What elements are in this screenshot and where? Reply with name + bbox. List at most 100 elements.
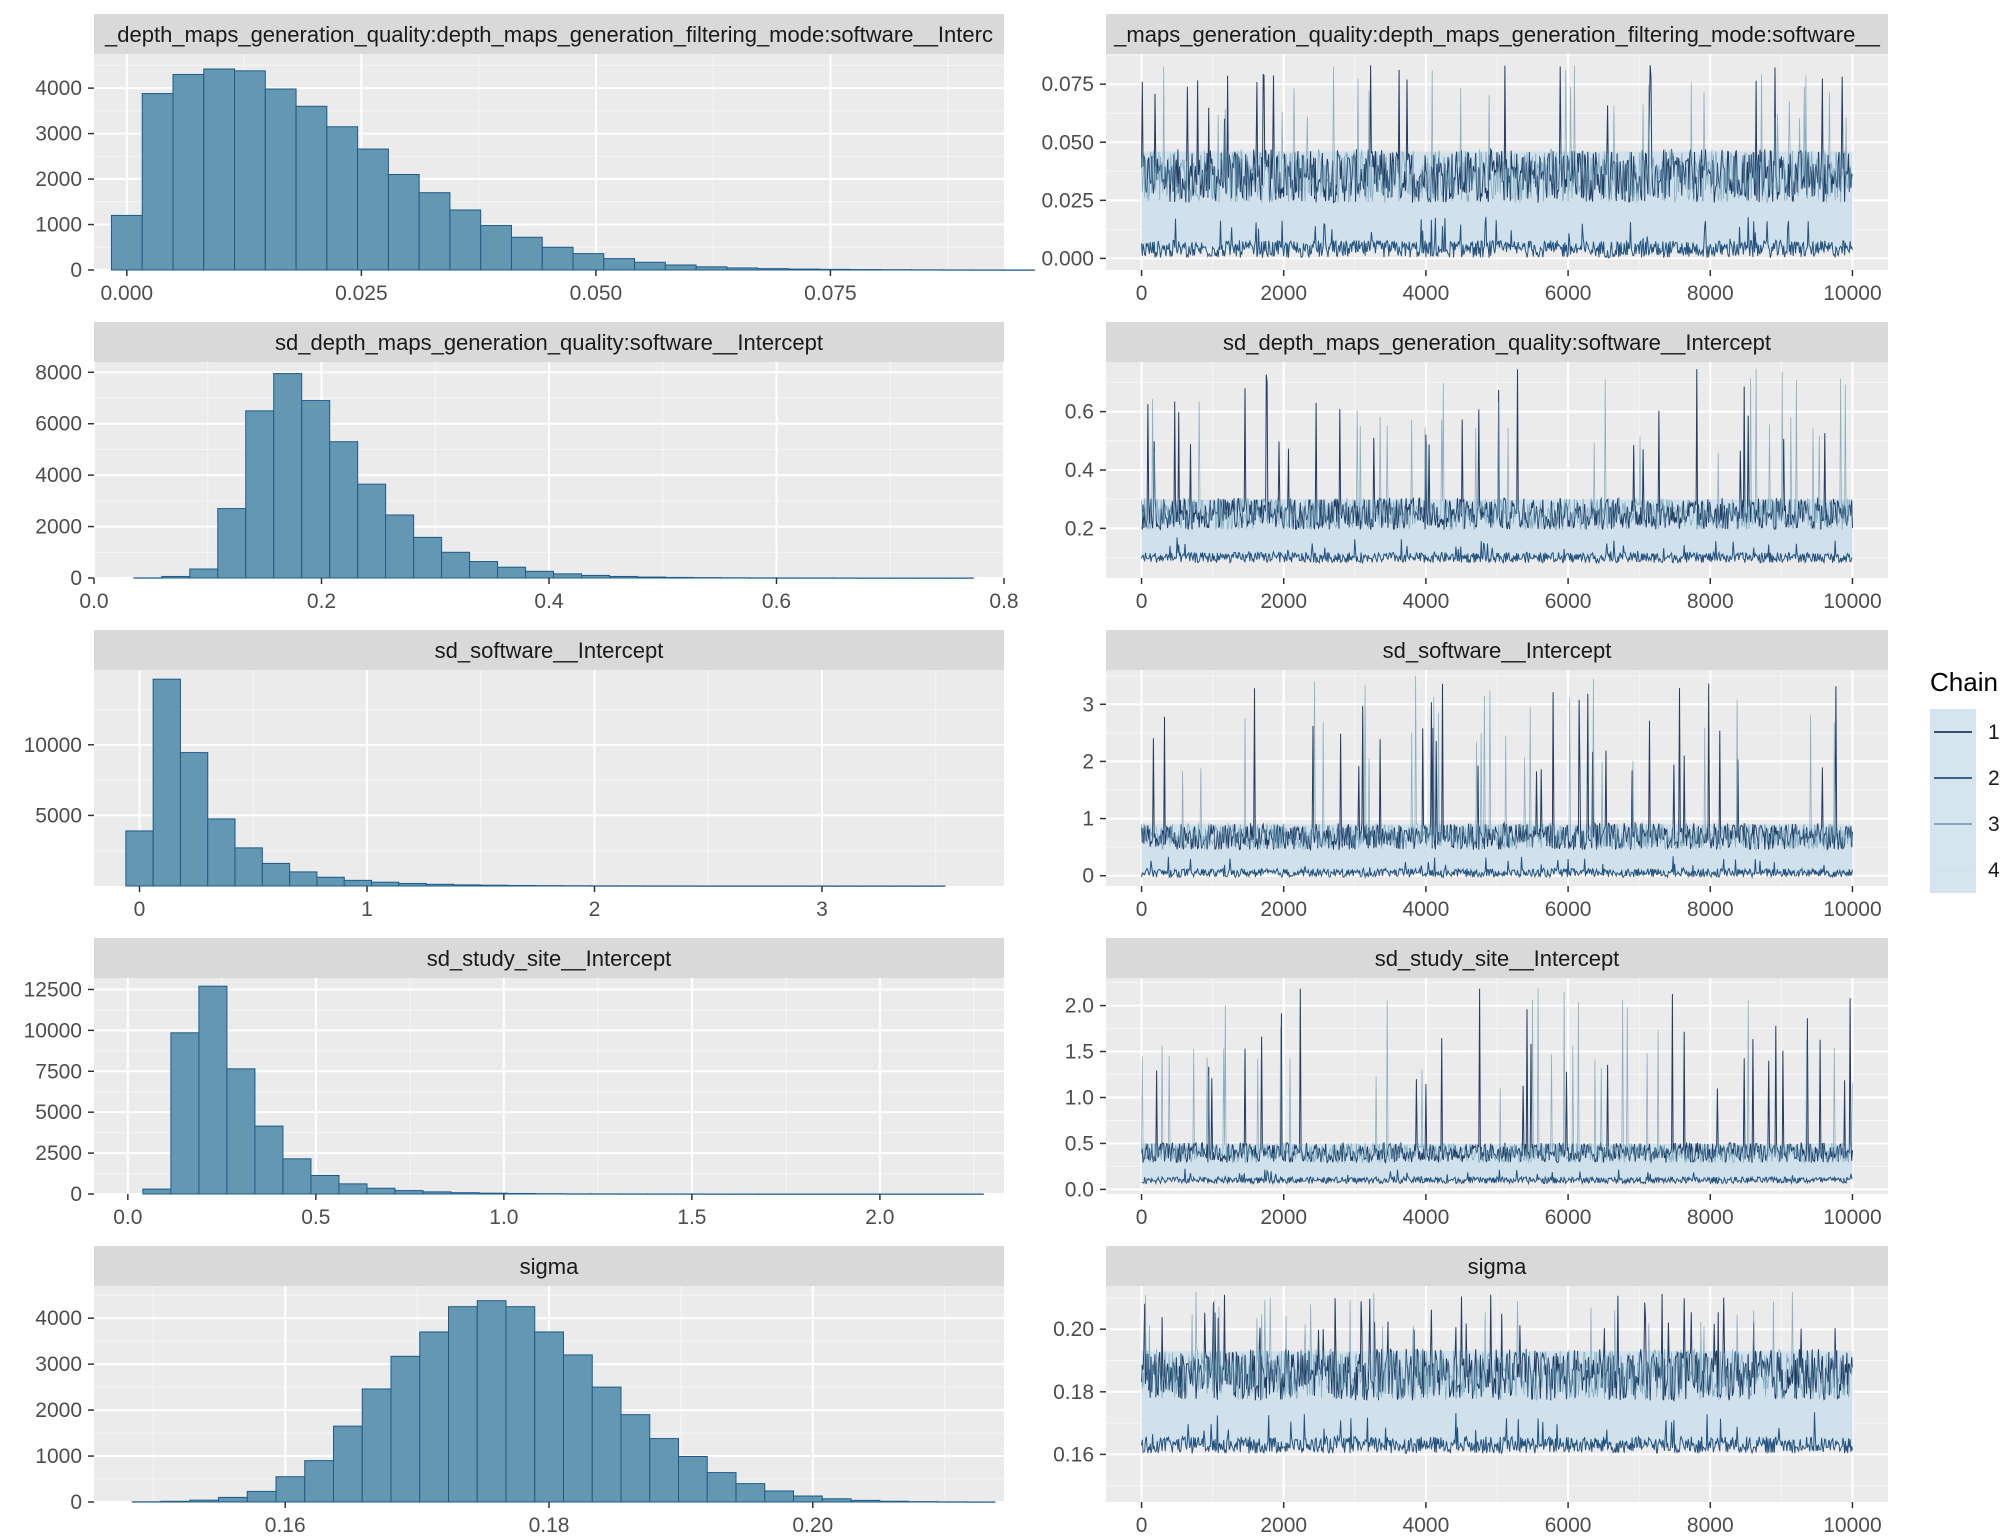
histogram-bar bbox=[172, 73, 205, 271]
y-tick-label: 0.16 bbox=[1053, 1443, 1094, 1466]
histogram-bar bbox=[275, 1476, 306, 1503]
trace-line-chain-3 bbox=[1141, 1291, 1853, 1401]
histogram-bar bbox=[338, 1183, 368, 1195]
histogram-bar bbox=[452, 884, 482, 887]
x-tick-label: 2 bbox=[589, 898, 601, 921]
y-tick-label: 10000 bbox=[24, 734, 82, 757]
legend-label: 3 bbox=[1988, 813, 2000, 836]
histogram-bar bbox=[425, 883, 454, 887]
histogram-bar bbox=[273, 373, 303, 579]
y-tick-label: 0.5 bbox=[1065, 1132, 1094, 1155]
trace-line-chain-3 bbox=[1141, 368, 1853, 531]
histogram-bar bbox=[203, 68, 236, 271]
histogram-bar bbox=[609, 575, 638, 579]
panel-title: sd_software__Intercept bbox=[1383, 638, 1612, 663]
trace-line-chain-2 bbox=[1141, 216, 1853, 259]
histogram-bar bbox=[357, 483, 387, 579]
x-tick-label: 0.20 bbox=[792, 1514, 833, 1536]
histogram-bar bbox=[480, 884, 509, 887]
panel-10: sigma 0 2000 4000 6000 8000 10000 0.16 0.18 0.20 bbox=[1053, 1246, 1888, 1536]
histogram-bar bbox=[726, 267, 759, 271]
x-tick-label: 3 bbox=[816, 898, 828, 921]
legend-label: 4 bbox=[1988, 859, 2000, 882]
histogram-bar bbox=[329, 441, 359, 579]
trace-band bbox=[1141, 499, 1853, 558]
panel-strip bbox=[94, 938, 1004, 978]
histogram-bar bbox=[387, 174, 420, 271]
x-tick-label: 0.4 bbox=[534, 590, 564, 613]
histogram-bar bbox=[189, 1499, 219, 1503]
x-tick-label: 6000 bbox=[1545, 282, 1592, 305]
x-tick-label: 0 bbox=[1136, 1514, 1148, 1536]
panel-9: sigma 0.16 0.18 0.20 0 1000 2000 3000 4000 bbox=[35, 1246, 1004, 1536]
trace-line-chain-2 bbox=[1141, 1412, 1853, 1455]
panel-strip bbox=[1106, 630, 1888, 670]
legend-label: 1 bbox=[1988, 721, 2000, 744]
x-tick-label: 6000 bbox=[1545, 1206, 1592, 1229]
y-tick-label: 6000 bbox=[35, 413, 82, 436]
histogram-bar bbox=[591, 1386, 622, 1503]
y-tick-label: 4000 bbox=[35, 1307, 82, 1330]
histogram-bar bbox=[620, 1414, 651, 1503]
x-tick-label: 0.2 bbox=[307, 590, 336, 613]
histogram-bar bbox=[357, 148, 389, 271]
panel-title: sd_software__Intercept bbox=[435, 638, 664, 663]
histogram-bar bbox=[664, 576, 694, 579]
histogram-bar bbox=[478, 1192, 508, 1195]
histogram-bar bbox=[261, 862, 291, 887]
x-tick-label: 0.8 bbox=[989, 590, 1018, 613]
legend-keys: 1 2 3 4 bbox=[1930, 709, 2000, 893]
x-tick-label: 10000 bbox=[1823, 1206, 1881, 1229]
panel-1: _depth_maps_generation_quality:depth_map… bbox=[35, 14, 1036, 305]
y-tick-label: 7500 bbox=[35, 1060, 82, 1083]
x-tick-label: 2000 bbox=[1260, 898, 1307, 921]
histogram-bar bbox=[326, 126, 359, 271]
panel-4: sd_depth_maps_generation_quality:softwar… bbox=[1065, 322, 1888, 613]
histogram-bar bbox=[254, 1125, 284, 1195]
histogram-bar bbox=[553, 573, 583, 579]
histogram-bar bbox=[695, 266, 728, 271]
x-tick-label: 0 bbox=[1136, 1206, 1148, 1229]
trace-line-chain-2 bbox=[1141, 537, 1853, 565]
histogram-bar bbox=[706, 1472, 737, 1503]
x-tick-label: 8000 bbox=[1687, 1206, 1734, 1229]
histogram-bar bbox=[787, 268, 820, 271]
histogram-bar bbox=[161, 575, 191, 579]
histogram-bar bbox=[480, 224, 512, 271]
y-tick-label: 0.000 bbox=[1041, 247, 1094, 270]
histogram-bar bbox=[179, 752, 209, 887]
y-tick-label: 0 bbox=[1082, 865, 1094, 888]
histogram-bar bbox=[418, 192, 451, 271]
x-tick-label: 1 bbox=[361, 898, 373, 921]
x-tick-label: 6000 bbox=[1545, 898, 1592, 921]
histogram-bar bbox=[422, 1191, 452, 1195]
histogram-bar bbox=[316, 876, 345, 887]
panels-group: _depth_maps_generation_quality:depth_map… bbox=[24, 14, 1888, 1536]
panel-title: sd_study_site__Intercept bbox=[427, 946, 672, 971]
trace-line-chain-2 bbox=[1141, 856, 1853, 880]
x-tick-label: 2000 bbox=[1260, 282, 1307, 305]
panel-strip bbox=[1106, 14, 1888, 54]
y-tick-label: 0 bbox=[70, 259, 82, 282]
x-tick-label: 0.075 bbox=[804, 282, 857, 305]
histogram-bar bbox=[246, 1490, 277, 1503]
x-tick-label: 0.5 bbox=[301, 1206, 330, 1229]
y-tick-label: 2000 bbox=[35, 516, 82, 539]
panel-strip bbox=[94, 630, 1004, 670]
histogram-bar bbox=[563, 1354, 593, 1503]
panel-2: _maps_generation_quality:depth_maps_gene… bbox=[1041, 14, 1888, 305]
histogram-bar bbox=[398, 882, 427, 887]
x-tick-label: 0.000 bbox=[101, 282, 154, 305]
y-tick-label: 3000 bbox=[35, 123, 82, 146]
x-tick-label: 10000 bbox=[1823, 1514, 1881, 1536]
panel-title: _maps_generation_quality:depth_maps_gene… bbox=[1113, 22, 1880, 47]
panel-7: sd_study_site__Intercept 0.0 0.5 1.0 1.5 2.0 0… bbox=[24, 938, 1004, 1229]
histogram-bar bbox=[390, 1355, 421, 1503]
y-tick-label: 1.5 bbox=[1065, 1041, 1094, 1064]
panel-title: sd_study_site__Intercept bbox=[1375, 946, 1620, 971]
x-tick-label: 0 bbox=[134, 898, 146, 921]
histogram-bar bbox=[413, 536, 443, 579]
panel-strip bbox=[94, 14, 1004, 54]
histogram-bar bbox=[818, 268, 851, 271]
x-tick-label: 0.18 bbox=[529, 1514, 570, 1536]
